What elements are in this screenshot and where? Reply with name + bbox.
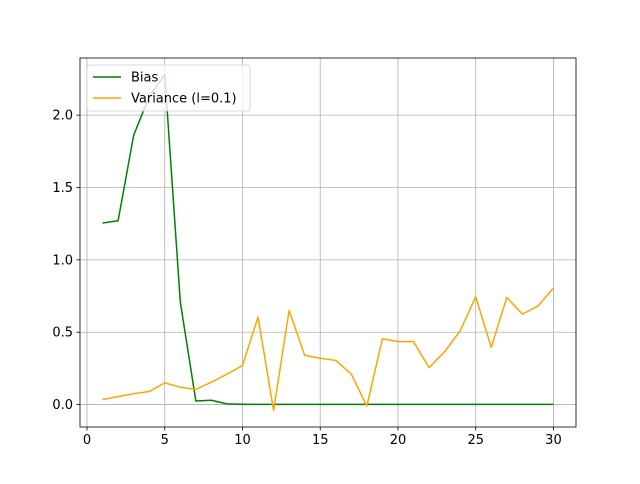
x-tick-label: 25 [467,433,484,448]
y-tick-label: 1.5 [52,181,73,196]
series-line-variance [102,287,555,412]
y-tick-label: 0.5 [52,326,73,341]
x-tick-label: 30 [545,433,562,448]
y-tick-label: 2.0 [52,109,73,124]
x-tick-label: 0 [83,433,91,448]
x-tick-label: 10 [234,433,251,448]
legend-label: Bias [131,71,158,86]
plot-frame [79,57,577,428]
legend-box [86,64,251,112]
series-line-bias [102,73,554,406]
x-tick-label: 5 [161,433,169,448]
x-tick-label: 20 [390,433,407,448]
y-tick-label: 1.0 [52,253,73,268]
x-tick-label: 15 [312,433,329,448]
y-tick-label: 0.0 [52,398,73,413]
legend-label: Variance (l=0.1) [131,92,237,107]
